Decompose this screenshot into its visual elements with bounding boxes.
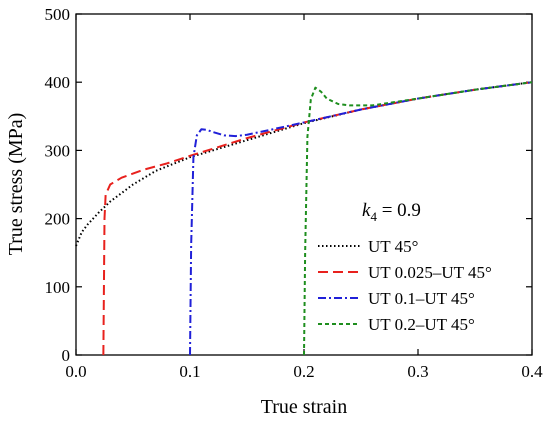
k4-annotation-rest: = 0.9 <box>377 200 421 221</box>
x-tick-label: 0.2 <box>293 362 314 381</box>
axis-ticks: 0.0 0.1 0.2 0.3 0.4 0 100 200 300 400 500 <box>45 5 544 381</box>
legend: UT 45° UT 0.025–UT 45° UT 0.1–UT 45° UT 0.2… <box>318 237 492 334</box>
x-tick-label: 0.1 <box>179 362 200 381</box>
legend-label-ut-02-ut-45: UT 0.2–UT 45° <box>368 315 475 334</box>
k4-annotation-main: k <box>362 200 371 221</box>
series-ut-01-ut-45-line <box>189 81 533 356</box>
x-tick-label: 0.3 <box>407 362 428 381</box>
legend-label-ut-0025-ut-45: UT 0.025–UT 45° <box>368 263 492 282</box>
curves <box>75 81 533 356</box>
y-tick-label: 100 <box>45 278 71 297</box>
x-tick-label: 0.0 <box>65 362 86 381</box>
y-tick-label: 300 <box>45 141 71 160</box>
y-tick-label: 200 <box>45 210 71 229</box>
k4-annotation: k4 = 0.9 <box>362 200 421 224</box>
y-tick-label: 0 <box>62 346 71 365</box>
series-ut-45-line <box>75 81 533 247</box>
y-axis-label: True stress (MPa) <box>5 113 27 256</box>
legend-label-ut-45: UT 45° <box>368 237 418 256</box>
k4-annotation-sub: 4 <box>370 209 377 224</box>
y-tick-label: 500 <box>45 5 71 24</box>
y-tick-label: 400 <box>45 73 71 92</box>
x-axis-label: True strain <box>261 396 347 418</box>
x-tick-label: 0.4 <box>521 362 543 381</box>
legend-label-ut-01-ut-45: UT 0.1–UT 45° <box>368 289 475 308</box>
series-ut-02-ut-45-line <box>303 81 533 356</box>
